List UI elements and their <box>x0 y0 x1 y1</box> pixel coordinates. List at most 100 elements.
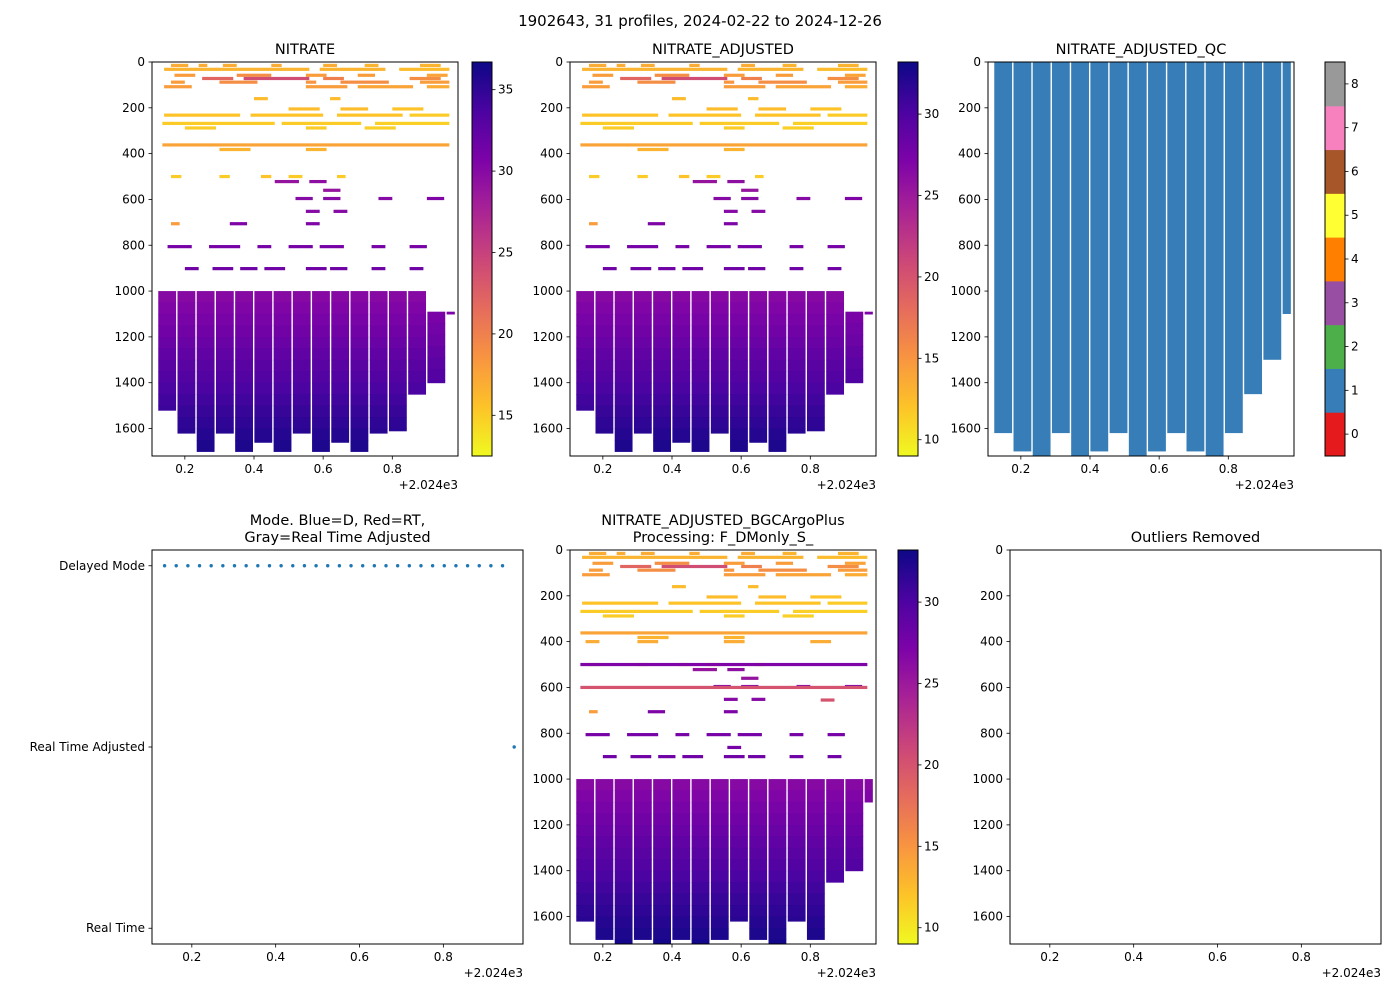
svg-text:200: 200 <box>540 589 563 603</box>
panel-title: NITRATE <box>275 42 335 58</box>
axes-frame <box>151 61 459 457</box>
panel-title: Mode. Blue=D, Red=RT, <box>250 513 426 529</box>
svg-text:200: 200 <box>980 589 1003 603</box>
svg-text:800: 800 <box>540 238 563 252</box>
panel-title: Processing: F_DMonly_S_ <box>633 530 814 546</box>
svg-text:1: 1 <box>1351 383 1359 397</box>
mode-dot-delayed <box>372 564 377 568</box>
svg-text:25: 25 <box>924 677 939 691</box>
mode-dot-delayed <box>279 564 283 568</box>
mode-dot-delayed <box>209 564 213 568</box>
svg-text:800: 800 <box>122 238 145 252</box>
svg-text:1600: 1600 <box>950 422 981 436</box>
svg-text:400: 400 <box>540 147 563 161</box>
panel-nitrate_adjusted_qc: 0.2 0.4 0.6 0.8+2.024e302004006008001000120… <box>950 42 1358 492</box>
svg-text:200: 200 <box>122 101 145 115</box>
svg-text:+2.024e3: +2.024e3 <box>817 966 876 980</box>
svg-text:0.6: 0.6 <box>1208 950 1227 964</box>
svg-text:+2.024e3: +2.024e3 <box>817 478 876 492</box>
svg-text:0: 0 <box>995 543 1003 557</box>
svg-text:0.2: 0.2 <box>175 462 194 476</box>
svg-text:0.2: 0.2 <box>593 950 612 964</box>
svg-text:0.6: 0.6 <box>350 950 369 964</box>
mode-dot-delayed <box>326 564 330 568</box>
svg-text:30: 30 <box>924 595 939 609</box>
mode-dot-delayed <box>267 564 272 568</box>
panel-title: NITRATE_ADJUSTED_BGCArgoPlus <box>601 513 844 529</box>
svg-text:0: 0 <box>1351 427 1359 441</box>
svg-text:0.4: 0.4 <box>662 462 681 476</box>
mode-dot-delayed <box>454 564 458 568</box>
svg-text:1600: 1600 <box>114 422 145 436</box>
mode-dot-delayed <box>337 564 342 568</box>
mode-dot-delayed <box>395 564 400 568</box>
svg-text:+2.024e3: +2.024e3 <box>1322 966 1381 980</box>
svg-text:0: 0 <box>555 543 563 557</box>
svg-text:0.6: 0.6 <box>732 462 751 476</box>
mode-dot-delayed <box>360 564 365 568</box>
mode-dot-delayed <box>162 564 167 568</box>
svg-text:5: 5 <box>1351 208 1359 222</box>
svg-text:3: 3 <box>1351 296 1359 310</box>
mode-dot-delayed <box>489 564 493 568</box>
svg-text:30: 30 <box>498 164 513 178</box>
svg-text:2: 2 <box>1351 340 1359 354</box>
mode-dot-delayed <box>465 564 470 568</box>
svg-text:20: 20 <box>498 327 513 341</box>
svg-text:1600: 1600 <box>532 422 563 436</box>
svg-text:1400: 1400 <box>114 376 145 390</box>
panel-mode: Real Time Real Time Adjusted Delayed Mode 0… <box>30 513 524 980</box>
mode-dot-delayed <box>302 564 307 568</box>
svg-text:600: 600 <box>540 192 563 206</box>
svg-text:0.2: 0.2 <box>1040 950 1059 964</box>
svg-text:1400: 1400 <box>532 864 563 878</box>
svg-text:20: 20 <box>924 758 939 772</box>
axes-frame <box>987 61 1295 457</box>
axes-frame <box>151 549 524 945</box>
svg-text:1200: 1200 <box>950 330 981 344</box>
mode-dot-delayed <box>384 564 388 568</box>
colorbar-nitrate_adjusted <box>897 61 919 457</box>
svg-text:7: 7 <box>1351 121 1359 135</box>
panel-nitrate_adjusted_bgcargoplus: 0.2 0.4 0.6 0.8 +2.024e3 0 200 400 600 800 1000 120… <box>532 513 939 980</box>
panel-title: NITRATE_ADJUSTED_QC <box>1056 42 1227 58</box>
figure-suptitle: 1902643, 31 profiles, 2024-02-22 to 2024… <box>518 12 882 30</box>
svg-text:0: 0 <box>137 55 145 69</box>
svg-text:0.8: 0.8 <box>801 462 820 476</box>
svg-text:800: 800 <box>958 238 981 252</box>
svg-text:15: 15 <box>924 351 939 365</box>
svg-text:600: 600 <box>958 192 981 206</box>
mode-dot-delayed <box>244 564 248 568</box>
svg-text:8: 8 <box>1351 77 1359 91</box>
mode-dot-delayed <box>291 564 295 568</box>
mode-dot-delayed <box>500 564 505 568</box>
svg-text:1200: 1200 <box>532 818 563 832</box>
svg-text:15: 15 <box>924 839 939 853</box>
svg-text:600: 600 <box>980 680 1003 694</box>
svg-text:10: 10 <box>924 921 939 935</box>
colorbar-nitrate_adjusted_bgcargoplus <box>897 549 919 945</box>
svg-text:0.6: 0.6 <box>732 950 751 964</box>
svg-text:0.8: 0.8 <box>1219 462 1238 476</box>
mode-dot-delayed <box>186 564 190 568</box>
svg-text:0.8: 0.8 <box>434 950 453 964</box>
panel-title: Outliers Removed <box>1131 530 1260 546</box>
svg-text:1000: 1000 <box>532 772 563 786</box>
svg-text:1600: 1600 <box>532 910 563 924</box>
svg-text:0.4: 0.4 <box>662 950 681 964</box>
panel-outliers_removed: 0.2 0.4 0.6 0.8 +2.024e3 0 200 400 600 800 1000 120… <box>972 530 1382 980</box>
mode-dot-delayed <box>221 564 225 568</box>
panel-title: NITRATE_ADJUSTED <box>652 42 794 58</box>
axes-frame <box>1009 549 1382 945</box>
svg-text:10: 10 <box>924 433 939 447</box>
svg-text:0.2: 0.2 <box>593 462 612 476</box>
svg-text:25: 25 <box>924 189 939 203</box>
mode-dot-delayed <box>174 564 178 568</box>
mode-dot-delayed <box>197 564 202 568</box>
svg-text:1000: 1000 <box>950 284 981 298</box>
svg-text:1000: 1000 <box>972 772 1003 786</box>
svg-text:15: 15 <box>498 408 513 422</box>
mode-dot-delayed <box>256 564 260 568</box>
svg-text:4: 4 <box>1351 252 1359 266</box>
